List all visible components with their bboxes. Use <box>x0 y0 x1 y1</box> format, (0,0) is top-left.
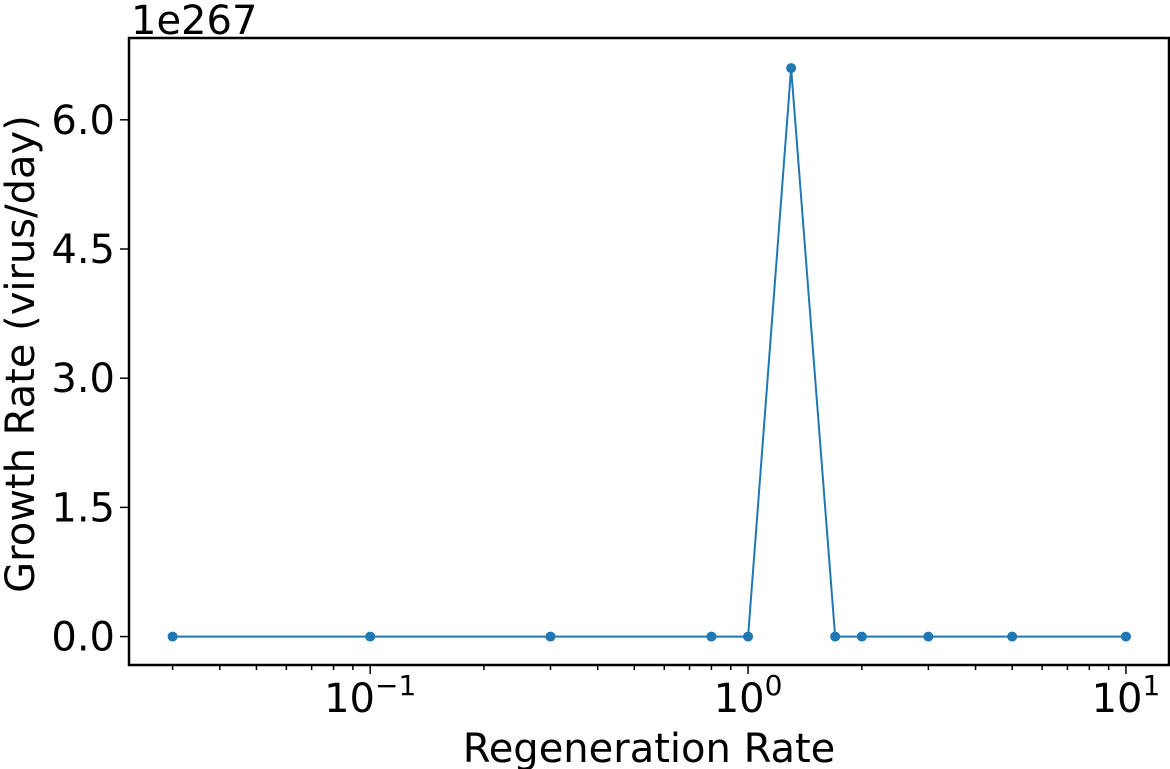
data-point <box>786 63 797 74</box>
series-line <box>172 68 1126 638</box>
data-point <box>856 631 867 642</box>
data-point <box>923 631 934 642</box>
x-tick-label: 10−1 <box>324 669 416 722</box>
x-tick-label: 101 <box>1092 669 1161 722</box>
y-ticks: 0.0 1.5 3.0 4.5 6.0 <box>51 98 129 661</box>
x-tick-label: 100 <box>714 669 783 722</box>
y-tick-label: 3.0 <box>51 356 115 402</box>
y-offset-label: 1e267 <box>131 0 257 44</box>
data-point <box>1120 631 1131 642</box>
data-point <box>167 631 178 642</box>
data-point <box>743 631 754 642</box>
plot-frame <box>127 36 1170 667</box>
data-point <box>830 631 841 642</box>
x-major-ticks: 10−1 100 101 <box>324 665 1160 722</box>
y-tick-label: 6.0 <box>51 98 115 144</box>
data-point <box>545 631 556 642</box>
data-point <box>1007 631 1018 642</box>
y-tick-label: 0.0 <box>51 615 115 661</box>
y-tick-label: 4.5 <box>51 227 115 273</box>
data-point <box>706 631 717 642</box>
y-axis-label: Growth Rate (virus/day) <box>0 115 44 593</box>
y-tick-label: 1.5 <box>51 485 115 531</box>
data-point <box>365 631 376 642</box>
x-axis-label: Regeneration Rate <box>463 726 836 769</box>
series-layer <box>167 63 1131 642</box>
